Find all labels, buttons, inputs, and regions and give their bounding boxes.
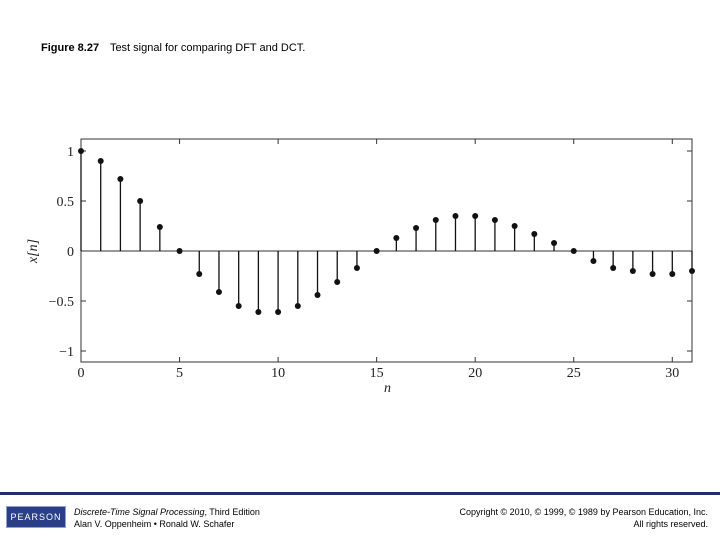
stem-marker (78, 148, 84, 154)
x-tick-label: 25 (567, 366, 581, 381)
x-tick-label: 10 (271, 366, 285, 381)
stem-25 (570, 248, 577, 254)
stem-marker (156, 224, 163, 230)
stem-18 (432, 217, 439, 251)
y-tick-label: −0.5 (49, 295, 74, 310)
stem-20 (472, 213, 479, 251)
stem-marker (590, 258, 597, 264)
stem-marker (275, 309, 282, 315)
y-tick-label: 0 (67, 245, 74, 260)
stem-marker (137, 198, 144, 204)
figure-number: Figure 8.27 (41, 42, 100, 54)
stem-17 (413, 225, 420, 251)
figure-caption: Figure 8.27 Test signal for comparing DF… (41, 42, 305, 54)
x-axis-title: n (384, 381, 391, 396)
stem-1 (97, 158, 104, 251)
stem-marker (649, 271, 656, 277)
stem-9 (255, 251, 262, 315)
stem-7 (215, 251, 222, 295)
stem-27 (610, 251, 617, 271)
stem-23 (531, 231, 538, 251)
stems (78, 148, 695, 315)
stem-marker (196, 271, 203, 277)
stem-marker (472, 213, 479, 219)
stem-8 (235, 251, 242, 309)
stem-15 (373, 248, 380, 254)
stem-marker (511, 223, 518, 229)
stem-marker (689, 268, 695, 274)
stem-30 (669, 251, 676, 277)
y-tick-label: 0.5 (57, 195, 75, 210)
figure-caption-text: Test signal for comparing DFT and DCT. (109, 42, 306, 54)
stem-21 (491, 217, 498, 251)
stem-marker (413, 225, 420, 231)
copyright-text: Copyright © 2010, © 1999, © 1989 by Pear… (459, 507, 708, 517)
stem-14 (353, 251, 360, 271)
stem-10 (275, 251, 282, 315)
stem-marker (610, 265, 617, 271)
x-tick-label: 5 (176, 366, 183, 381)
stem-0 (78, 148, 84, 251)
stem-marker (452, 213, 459, 219)
book-edition: , Third Edition (204, 507, 260, 517)
stem-marker (334, 279, 341, 285)
copyright: Copyright © 2010, © 1999, © 1989 by Pear… (459, 506, 708, 530)
stem-12 (314, 251, 321, 298)
x-tick-label: 30 (665, 366, 679, 381)
stem-11 (294, 251, 301, 309)
stem-29 (649, 251, 656, 277)
stem-4 (156, 224, 163, 251)
stem-chart: 0 5 10 15 20 25 30 1 0.5 0 −0.5 −1 n x[n] (26, 138, 695, 396)
stem-marker (255, 309, 262, 315)
stem-marker (432, 217, 439, 223)
stem-marker (531, 231, 538, 237)
stem-16 (393, 235, 400, 251)
x-tick-label: 0 (78, 366, 85, 381)
pearson-logo: PEARSON (6, 506, 66, 528)
stem-19 (452, 213, 459, 251)
stem-marker (393, 235, 400, 241)
book-info: Discrete-Time Signal Processing, Third E… (74, 506, 260, 530)
stem-marker (97, 158, 104, 164)
footer-bar (0, 492, 720, 495)
stem-marker (235, 303, 242, 309)
stem-marker (117, 176, 124, 182)
axis-ticks: 0 5 10 15 20 25 30 1 0.5 0 −0.5 −1 (49, 139, 692, 381)
stem-3 (137, 198, 144, 251)
stem-28 (629, 251, 636, 274)
stem-6 (196, 251, 203, 277)
book-authors: Alan V. Oppenheim • Ronald W. Schafer (74, 519, 235, 529)
stem-24 (551, 240, 558, 251)
stem-marker (176, 248, 183, 254)
x-tick-label: 15 (370, 366, 384, 381)
stem-5 (176, 248, 183, 254)
stem-marker (353, 265, 360, 271)
stem-marker (491, 217, 498, 223)
stem-22 (511, 223, 518, 251)
stem-marker (570, 248, 577, 254)
rights-text: All rights reserved. (633, 519, 708, 529)
stem-marker (629, 268, 636, 274)
stem-marker (294, 303, 301, 309)
y-tick-label: 1 (67, 145, 74, 160)
book-title: Discrete-Time Signal Processing (74, 507, 205, 517)
stem-2 (117, 176, 124, 251)
stem-marker (669, 271, 676, 277)
x-tick-label: 20 (468, 366, 482, 381)
stem-marker (215, 289, 222, 295)
y-axis-title: x[n] (26, 239, 41, 264)
stem-marker (551, 240, 558, 246)
stem-31 (689, 251, 695, 274)
y-tick-label: −1 (59, 345, 74, 360)
stem-26 (590, 251, 597, 264)
stem-marker (373, 248, 380, 254)
stem-marker (314, 292, 321, 298)
stem-13 (334, 251, 341, 285)
